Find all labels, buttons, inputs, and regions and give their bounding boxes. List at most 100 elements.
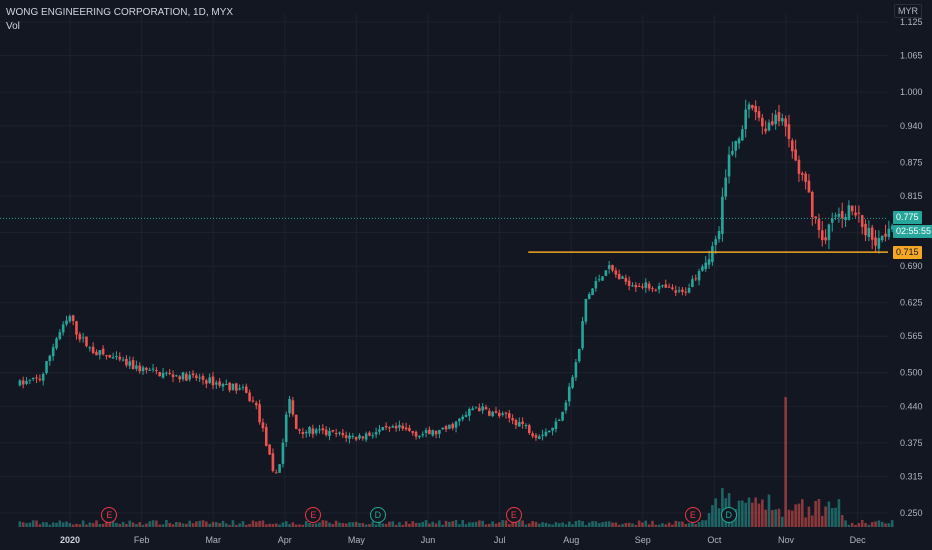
level-price-tag: 0.715: [893, 246, 922, 260]
volume-bar: [781, 516, 784, 527]
volume-bar: [837, 499, 841, 527]
currency-label[interactable]: MYR: [894, 4, 922, 18]
dividend-marker[interactable]: D: [369, 507, 386, 523]
volume-bar: [864, 523, 867, 527]
volume-bar: [657, 524, 661, 527]
candle-body: [111, 357, 115, 359]
candle-body: [677, 290, 681, 292]
candle-body: [98, 350, 102, 355]
volume-bar: [338, 522, 341, 527]
y-tick-label: 1.065: [900, 51, 923, 61]
candle-body: [761, 117, 764, 127]
candle-body: [294, 414, 298, 429]
candle-body: [508, 413, 511, 419]
candle-body: [78, 334, 82, 340]
candle-body: [641, 286, 644, 288]
volume-bar: [191, 523, 195, 527]
volume-bar: [254, 521, 258, 527]
candle-body: [864, 223, 867, 236]
earnings-marker[interactable]: E: [684, 507, 701, 523]
candle-body: [800, 173, 804, 175]
volume-bar: [677, 521, 681, 527]
candle-body: [284, 414, 288, 443]
candle-body: [807, 180, 811, 193]
volume-bar: [148, 521, 152, 527]
candle-body: [850, 205, 854, 212]
volume-bar: [791, 510, 794, 527]
volume-bar: [594, 521, 598, 527]
volume-bar: [701, 520, 704, 527]
dividend-marker[interactable]: D: [720, 507, 737, 523]
candle-body: [388, 427, 391, 429]
candle-body: [71, 315, 75, 321]
volume-bar: [311, 523, 315, 527]
candle-body: [774, 114, 777, 125]
candle-body: [531, 433, 534, 437]
earnings-marker[interactable]: E: [101, 507, 118, 523]
candle-body: [248, 392, 251, 401]
volume-bar: [298, 524, 301, 527]
volume-bar: [651, 520, 654, 527]
candle-body: [534, 435, 538, 438]
candle-body: [771, 121, 774, 125]
volume-bar: [531, 520, 534, 527]
candle-body: [181, 372, 185, 380]
candle-body: [714, 239, 718, 245]
candle-body: [694, 278, 698, 280]
volume-bar: [804, 517, 807, 527]
volume-bar: [494, 523, 498, 527]
candle-body: [767, 122, 771, 131]
candle-body: [867, 228, 871, 238]
volume-bar: [378, 520, 381, 527]
x-tick-label: Feb: [134, 535, 150, 545]
volume-bar: [264, 524, 268, 527]
candle-body: [674, 290, 678, 293]
candle-body: [125, 358, 128, 366]
candle-body: [28, 379, 32, 381]
volume-bar: [284, 521, 288, 527]
candle-body: [797, 159, 801, 174]
candle-body: [328, 430, 331, 437]
candle-body: [35, 377, 38, 379]
volume-bar: [890, 520, 894, 527]
volume-bar: [215, 522, 218, 527]
candle-body: [45, 361, 48, 374]
candle-body: [241, 387, 245, 389]
earnings-marker[interactable]: E: [505, 507, 522, 523]
volume-bar: [537, 523, 541, 527]
candle-body: [341, 432, 345, 436]
candle-body: [617, 273, 621, 280]
candle-body: [298, 429, 301, 431]
volume-bar: [151, 520, 155, 527]
volume-bar: [371, 521, 375, 527]
volume-bar: [747, 497, 751, 527]
candle-body: [371, 435, 375, 437]
candle-body: [840, 211, 844, 219]
candle-body: [205, 380, 208, 384]
candle-body: [411, 431, 415, 433]
candle-body: [211, 376, 215, 386]
candle-body: [637, 286, 641, 288]
x-tick-label: Dec: [850, 535, 867, 545]
candle-body: [358, 435, 361, 439]
volume-bar: [687, 523, 691, 527]
earnings-marker[interactable]: E: [305, 507, 322, 523]
candle-body: [527, 425, 531, 434]
volume-bar: [674, 520, 678, 527]
candle-body: [441, 427, 445, 430]
volume-bar: [604, 521, 608, 527]
candle-body: [308, 427, 311, 434]
volume-bar: [411, 521, 415, 527]
y-tick-label: 0.875: [900, 157, 923, 167]
volume-bar: [451, 521, 455, 527]
volume-bar: [61, 522, 65, 527]
volume-bar: [208, 523, 211, 527]
y-tick-label: 0.375: [900, 438, 923, 448]
volume-bar: [591, 521, 594, 527]
volume-bar: [521, 520, 524, 527]
volume-bar: [541, 522, 544, 527]
volume-bar: [561, 522, 564, 527]
candle-body: [201, 375, 205, 380]
candle-body: [877, 237, 881, 249]
